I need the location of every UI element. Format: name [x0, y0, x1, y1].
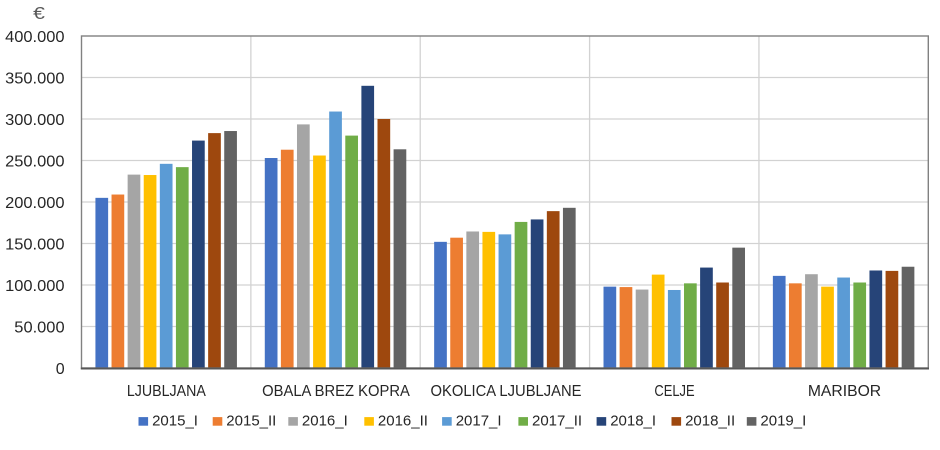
- svg-text:0: 0: [56, 361, 65, 378]
- svg-text:2017_II: 2017_II: [532, 413, 582, 430]
- svg-text:300.000: 300.000: [5, 112, 65, 129]
- svg-text:2016_II: 2016_II: [378, 413, 428, 430]
- svg-text:2015_I: 2015_I: [152, 413, 198, 430]
- svg-text:150.000: 150.000: [5, 236, 65, 253]
- svg-text:MARIBOR: MARIBOR: [808, 383, 881, 400]
- svg-text:OKOLICA LJUBLJANE: OKOLICA LJUBLJANE: [431, 383, 582, 400]
- svg-text:OBALA BREZ KOPRA: OBALA BREZ KOPRA: [262, 383, 410, 400]
- svg-text:2018_II: 2018_II: [685, 413, 735, 430]
- svg-text:50.000: 50.000: [14, 319, 64, 336]
- svg-text:LJUBLJANA: LJUBLJANA: [127, 383, 206, 400]
- svg-text:€: €: [33, 5, 45, 24]
- svg-text:350.000: 350.000: [5, 70, 65, 87]
- svg-text:200.000: 200.000: [5, 195, 65, 212]
- svg-text:2018_I: 2018_I: [610, 413, 656, 430]
- svg-text:2016_I: 2016_I: [302, 413, 348, 430]
- svg-text:2019_I: 2019_I: [760, 413, 806, 430]
- svg-text:100.000: 100.000: [5, 278, 65, 295]
- svg-text:CELJE: CELJE: [654, 383, 694, 400]
- svg-text:2015_II: 2015_II: [226, 413, 276, 430]
- svg-text:400.000: 400.000: [5, 29, 65, 46]
- svg-text:250.000: 250.000: [5, 153, 65, 170]
- svg-text:2017_I: 2017_I: [456, 413, 502, 430]
